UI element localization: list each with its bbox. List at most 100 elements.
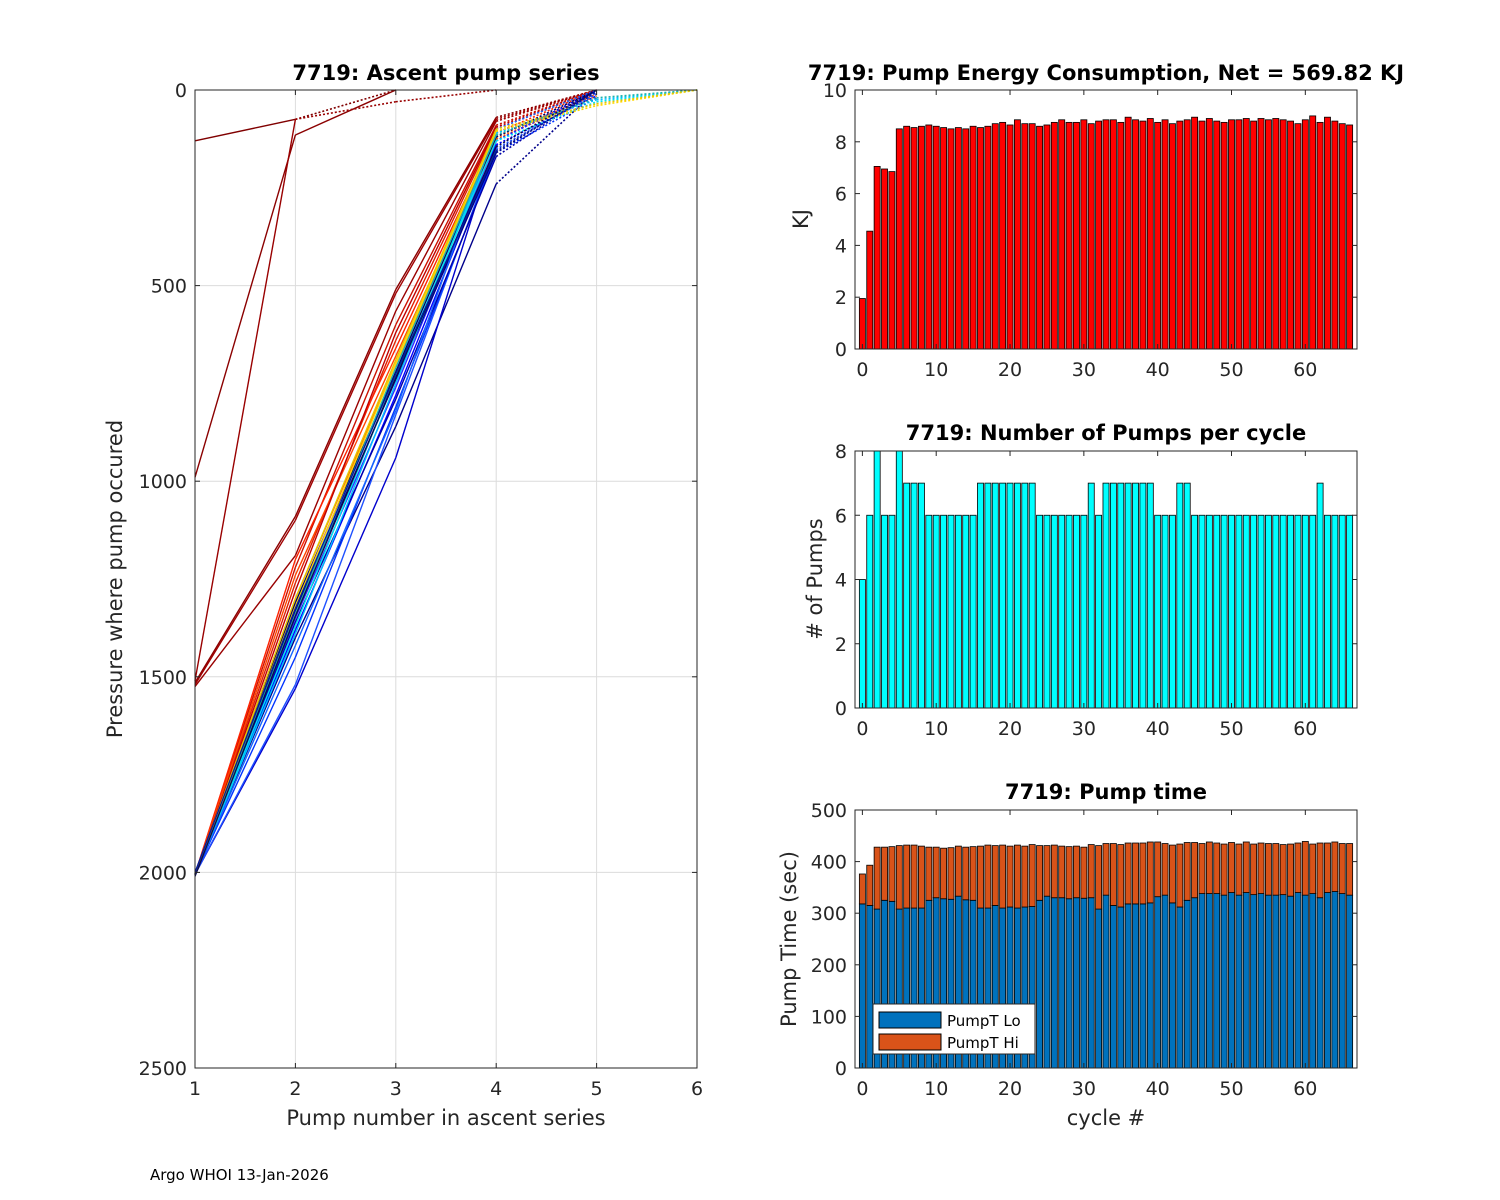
pumptime-bar-lo <box>866 905 874 1069</box>
pumptime-bar-hi <box>1257 842 1265 894</box>
pumptime-bar-lo <box>1324 892 1331 1069</box>
ascent-series-2-segment <box>294 289 397 517</box>
pumptime-bar-hi <box>1139 842 1147 905</box>
x-tick-label: 50 <box>1219 718 1243 740</box>
pumps-bar <box>984 482 992 709</box>
energy-bar <box>1036 125 1043 350</box>
ascent-series-14-segment <box>194 684 297 875</box>
energy-bar <box>1301 119 1309 350</box>
energy-bar <box>1205 118 1213 350</box>
ascent-series-3-segment <box>495 89 597 123</box>
pumps-bar <box>1235 514 1243 709</box>
pumps-bar <box>1272 514 1280 709</box>
pumptime-bar-lo <box>1102 894 1110 1069</box>
pumptime-bar-hi <box>1169 844 1176 904</box>
ascent-series-19-segment <box>495 89 597 138</box>
pumptime-bar-hi <box>1080 846 1088 899</box>
pumptime-bar-lo <box>1309 893 1317 1069</box>
pumps-bar <box>1242 514 1250 709</box>
energy-bar <box>991 123 999 350</box>
pumps-bar <box>1117 482 1125 709</box>
energy-bar <box>910 127 918 350</box>
ascent-series-24-segment <box>495 97 597 136</box>
pumptime-bar-hi <box>895 845 903 910</box>
x-tick-label: 1 <box>189 1078 201 1100</box>
pumps-bar <box>1324 514 1331 709</box>
y-tick-label: 6 <box>835 505 847 527</box>
pumps-bar <box>1109 482 1117 709</box>
ascent-series-24-segment <box>395 134 497 369</box>
ascent-series-27-segment <box>495 89 597 148</box>
pumptime-bar-hi <box>1065 846 1073 900</box>
ascent-panel: 1 2 3 4 5 6 0 500 1000 1500 2000 2500 7719: Ascent … <box>103 61 703 1130</box>
energy-bar <box>1220 121 1228 350</box>
pumptime-bar-hi <box>881 846 888 901</box>
pumps-bar <box>940 514 948 709</box>
pumps-bar <box>1176 482 1184 709</box>
pumptime-bar-lo <box>1301 894 1309 1069</box>
pumptime-bar-hi <box>873 846 881 910</box>
y-tick-label: 1000 <box>139 471 187 493</box>
pumptime-bar-lo <box>1176 906 1184 1069</box>
pumptime-bar-hi <box>1294 842 1302 893</box>
pumps-bar <box>1028 482 1036 709</box>
ascent-ylabel: Pressure where pump occured <box>103 420 127 738</box>
pumptime-bar-lo <box>1272 894 1280 1069</box>
pumptime-ylabel: Pump Time (sec) <box>777 851 801 1027</box>
pumps-bar <box>947 514 955 709</box>
energy-bar <box>1021 123 1029 350</box>
energy-bar <box>1043 124 1051 350</box>
ascent-series-25-segment <box>395 130 497 365</box>
y-tick-label: 8 <box>835 441 847 463</box>
pumptime-bar-hi <box>1191 842 1199 899</box>
x-tick-label: 4 <box>490 1078 502 1100</box>
y-tick-label: 10 <box>823 80 847 102</box>
pumps-bar <box>1309 514 1317 709</box>
ascent-ticks: 1 2 3 4 5 6 0 500 1000 1500 2000 2500 <box>139 80 703 1100</box>
ascent-series-26-segment <box>496 102 597 130</box>
x-tick-label: 3 <box>390 1078 402 1100</box>
pumps-bar <box>991 482 999 709</box>
pumps-bars <box>858 450 1354 709</box>
x-tick-label: 50 <box>1219 1078 1243 1100</box>
ascent-series-3-segment <box>395 120 497 312</box>
pumptime-bar-hi <box>1036 845 1043 901</box>
pumptime-bar-hi <box>1028 844 1036 907</box>
pumps-bar <box>1021 482 1029 709</box>
ascent-series-21-segment <box>194 645 297 875</box>
ascent-series-13-segment <box>294 457 397 689</box>
energy-bar <box>1102 119 1110 350</box>
pumptime-bar-hi <box>1279 844 1287 896</box>
ascent-series-3-segment <box>294 310 397 556</box>
energy-bar <box>1279 119 1287 350</box>
pumptime-bar-hi <box>1176 843 1184 908</box>
energy-bar <box>1228 119 1235 350</box>
pumptime-bar-hi <box>1073 845 1080 899</box>
pumptime-bar-hi <box>1213 842 1221 894</box>
ascent-series-9-segment <box>294 355 397 576</box>
ascent-lines <box>194 89 698 877</box>
ascent-series-25-segment <box>294 363 397 607</box>
ascent-series-26-segment <box>395 128 497 361</box>
ascent-series-27-segment <box>294 377 397 617</box>
pumps-bar <box>1183 482 1191 709</box>
x-tick-label: 60 <box>1293 1078 1317 1100</box>
pumps-bar <box>910 482 918 709</box>
ascent-series-14-segment <box>395 148 497 415</box>
x-tick-label: 20 <box>998 718 1022 740</box>
energy-bar <box>969 125 977 350</box>
energy-bar <box>858 298 866 350</box>
pumptime-bar-hi <box>1161 843 1169 896</box>
pumptime-bar-lo <box>1287 895 1294 1069</box>
energy-bar <box>1080 119 1088 350</box>
pumptime-bar-lo <box>1183 899 1191 1069</box>
pumptime-title: 7719: Pump time <box>1005 780 1207 804</box>
pumptime-bar-hi <box>999 844 1007 909</box>
energy-bar <box>881 168 888 350</box>
ascent-series-1-segment <box>194 134 297 478</box>
pumps-bar <box>1191 514 1199 709</box>
y-tick-label: 0 <box>175 80 187 102</box>
energy-bar <box>1257 118 1265 350</box>
energy-bar <box>1154 121 1162 350</box>
pumptime-bar-lo <box>1205 893 1213 1069</box>
